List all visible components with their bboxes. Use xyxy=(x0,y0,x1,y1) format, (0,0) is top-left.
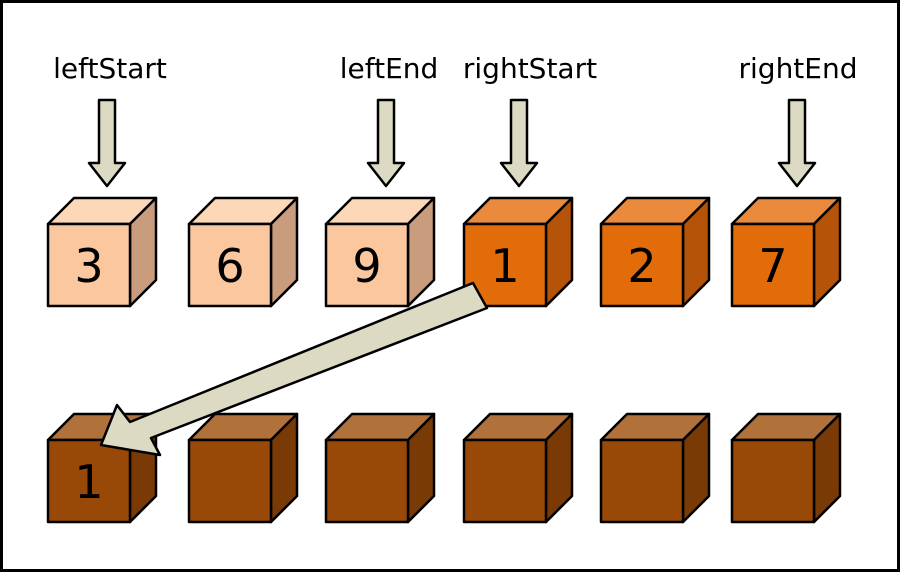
cube-front-face xyxy=(599,438,685,524)
cube-value: 1 xyxy=(74,455,103,509)
cube-value: 6 xyxy=(215,239,244,293)
cube-front-face xyxy=(324,438,410,524)
cube-front-face xyxy=(324,222,410,308)
top-cube-5: 7 xyxy=(730,196,842,308)
cube-front-face xyxy=(730,222,816,308)
cube-front-face xyxy=(462,222,548,308)
cube-value: 7 xyxy=(758,239,787,293)
cube-value: 1 xyxy=(490,239,519,293)
cube-front-face xyxy=(462,438,548,524)
pointer-layer: leftStart leftEnd rightStart rightEnd xyxy=(53,52,858,188)
result-cube-5 xyxy=(730,412,842,524)
cube-front-face xyxy=(599,222,685,308)
left-start-arrow-icon xyxy=(87,98,127,188)
top-cube-2: 9 xyxy=(324,196,436,308)
result-cube-3 xyxy=(462,412,574,524)
copy-arrow-layer xyxy=(99,281,489,457)
top-cube-4: 2 xyxy=(599,196,711,308)
pointer-label-right-start: rightStart xyxy=(463,52,597,85)
right-start-arrow-icon xyxy=(499,98,539,188)
cube-front-face xyxy=(187,222,273,308)
result-cube-2 xyxy=(324,412,436,524)
top-cube-3: 1 xyxy=(462,196,574,308)
cube-front-face xyxy=(730,438,816,524)
merge-diagram: leftStart leftEnd rightStart rightEnd 3 6… xyxy=(46,52,858,524)
cube-front-face xyxy=(187,438,273,524)
copy-arrow-icon xyxy=(99,281,489,457)
pointer-label-right-end: rightEnd xyxy=(739,52,858,85)
left-end-arrow-icon xyxy=(366,98,406,188)
top-cube-1: 6 xyxy=(187,196,299,308)
cube-value: 2 xyxy=(627,239,656,293)
result-cube-4 xyxy=(599,412,711,524)
pointer-label-left-start: leftStart xyxy=(53,52,167,85)
right-end-arrow-icon xyxy=(777,98,817,188)
top-cube-0: 3 xyxy=(46,196,158,308)
result-cube-1 xyxy=(187,412,299,524)
cube-front-face xyxy=(46,438,132,524)
pointer-label-left-end: leftEnd xyxy=(340,52,439,85)
cube-value: 3 xyxy=(74,239,103,293)
cube-front-face xyxy=(46,222,132,308)
cube-value: 9 xyxy=(352,239,381,293)
